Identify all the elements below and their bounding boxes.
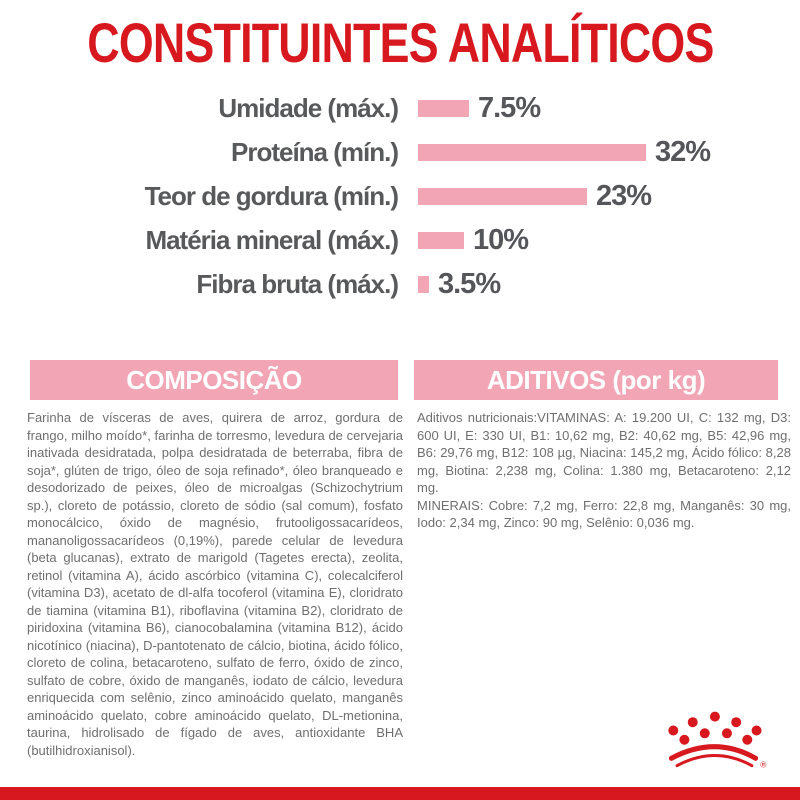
chart-row-umidade: Umidade (máx.) 7.5% xyxy=(0,86,800,130)
chart-bar-value: 3.5% xyxy=(438,267,501,300)
chart-bar-value: 7.5% xyxy=(478,91,541,124)
aditivos-minerais-paragraph: MINERAIS: Cobre: 7,2 mg, Ferro: 22,8 mg,… xyxy=(417,497,791,531)
composicao-section-header: COMPOSIÇÃO xyxy=(30,360,398,400)
page-title: CONSTITUINTES ANALÍTICOS xyxy=(86,11,714,74)
chart-row-label: Proteína (mín.) xyxy=(230,136,399,167)
chart-row-label: Fibra bruta (máx.) xyxy=(196,268,399,299)
chart-bar xyxy=(418,231,464,249)
chart-row-label: Teor de gordura (mín.) xyxy=(144,180,399,211)
chart-bar xyxy=(418,187,587,205)
aditivos-body-text: Aditivos nutricionais:VITAMINAS: A: 19.2… xyxy=(417,409,791,532)
chart-bar xyxy=(418,143,646,161)
chart-bar xyxy=(418,99,469,117)
royal-canin-crown-logo: ® xyxy=(668,711,766,770)
registered-trademark-icon: ® xyxy=(760,760,766,770)
chart-bar-value: 10% xyxy=(473,223,529,256)
aditivos-section-header: ADITIVOS (por kg) xyxy=(414,360,778,400)
chart-row-label: Umidade (máx.) xyxy=(218,92,399,123)
page-title-wrap: CONSTITUINTES ANALÍTICOS xyxy=(0,10,800,75)
composicao-body-text: Farinha de vísceras de aves, quirera de … xyxy=(27,410,403,758)
chart-row-label: Matéria mineral (máx.) xyxy=(145,224,399,255)
chart-row-proteina: Proteína (mín.) 32% xyxy=(0,130,800,174)
aditivos-vitaminas-paragraph: Aditivos nutricionais:VITAMINAS: A: 19.2… xyxy=(417,410,791,495)
chart-row-materia-mineral: Matéria mineral (máx.) 10% xyxy=(0,218,800,262)
chart-bar-value: 23% xyxy=(596,179,652,212)
analytical-constituents-chart: Umidade (máx.) 7.5% Proteína (mín.) 32% … xyxy=(0,86,800,306)
bottom-red-bar xyxy=(0,787,800,800)
chart-bar-value: 32% xyxy=(655,135,711,168)
chart-row-teor-de-gordura: Teor de gordura (mín.) 23% xyxy=(0,174,800,218)
chart-row-fibra-bruta: Fibra bruta (máx.) 3.5% xyxy=(0,262,800,306)
chart-bar xyxy=(418,275,429,293)
